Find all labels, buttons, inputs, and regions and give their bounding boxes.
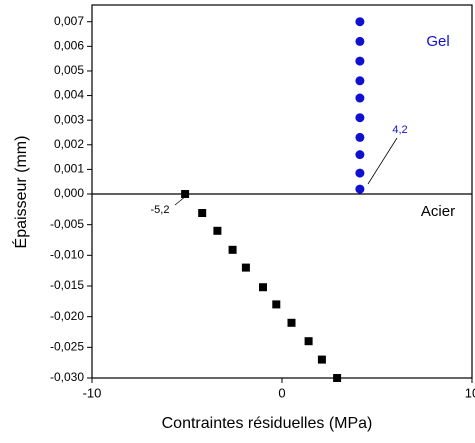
y-tick-label: -0,020 [50, 309, 84, 323]
point [355, 36, 365, 46]
x-axis-label: Contraintes résiduelles (MPa) [162, 415, 373, 432]
y-tick-label: 0,006 [54, 39, 84, 53]
point [304, 337, 313, 346]
x-tick-label: 0 [278, 385, 285, 400]
point [355, 56, 365, 66]
y-tick-label: -0,030 [50, 370, 84, 384]
point [333, 374, 342, 382]
annotation: 4,2 [392, 124, 407, 136]
panel-label: Acier [421, 203, 455, 220]
point [355, 113, 365, 123]
y-tick-label: 0,004 [54, 88, 84, 102]
y-tick-label: 0,005 [54, 63, 84, 77]
point [355, 132, 365, 142]
point [228, 245, 237, 254]
y-tick-label: -0,005 [50, 217, 84, 231]
point [213, 226, 222, 235]
y-tick-label: 0,000 [54, 186, 84, 200]
point [181, 190, 190, 198]
point [355, 93, 365, 103]
y-tick-label: 0,001 [54, 162, 84, 176]
point [355, 184, 365, 194]
annotation-line [367, 137, 398, 185]
y-tick-label: 0,002 [54, 137, 84, 151]
y-tick-label: -0,025 [50, 340, 84, 354]
point [355, 76, 365, 86]
x-tick-label: 10 [465, 385, 475, 400]
plot-frame [91, 4, 473, 379]
y-tick-label: -0,010 [50, 248, 84, 262]
point [287, 318, 296, 327]
y-tick-label: -0,015 [50, 278, 84, 292]
point [272, 300, 281, 309]
y-axis-label: Épaisseur (mm) [11, 136, 30, 249]
point [198, 209, 207, 218]
point [259, 283, 267, 292]
y-tick-label: 0,003 [54, 112, 84, 126]
x-tick-label: -10 [83, 385, 102, 400]
point [355, 17, 365, 27]
y-tick-label: 0,007 [54, 14, 84, 28]
point [355, 168, 365, 178]
point [355, 150, 365, 160]
annotation: -5,2 [151, 204, 170, 216]
panel-label: Gel [426, 33, 449, 50]
point [241, 263, 250, 272]
point [317, 355, 326, 364]
